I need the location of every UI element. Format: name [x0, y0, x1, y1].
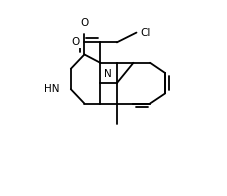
Text: O: O: [71, 37, 79, 47]
Text: HN: HN: [44, 84, 59, 94]
Text: Cl: Cl: [140, 28, 150, 38]
Text: O: O: [80, 18, 88, 28]
Text: N: N: [104, 69, 111, 79]
